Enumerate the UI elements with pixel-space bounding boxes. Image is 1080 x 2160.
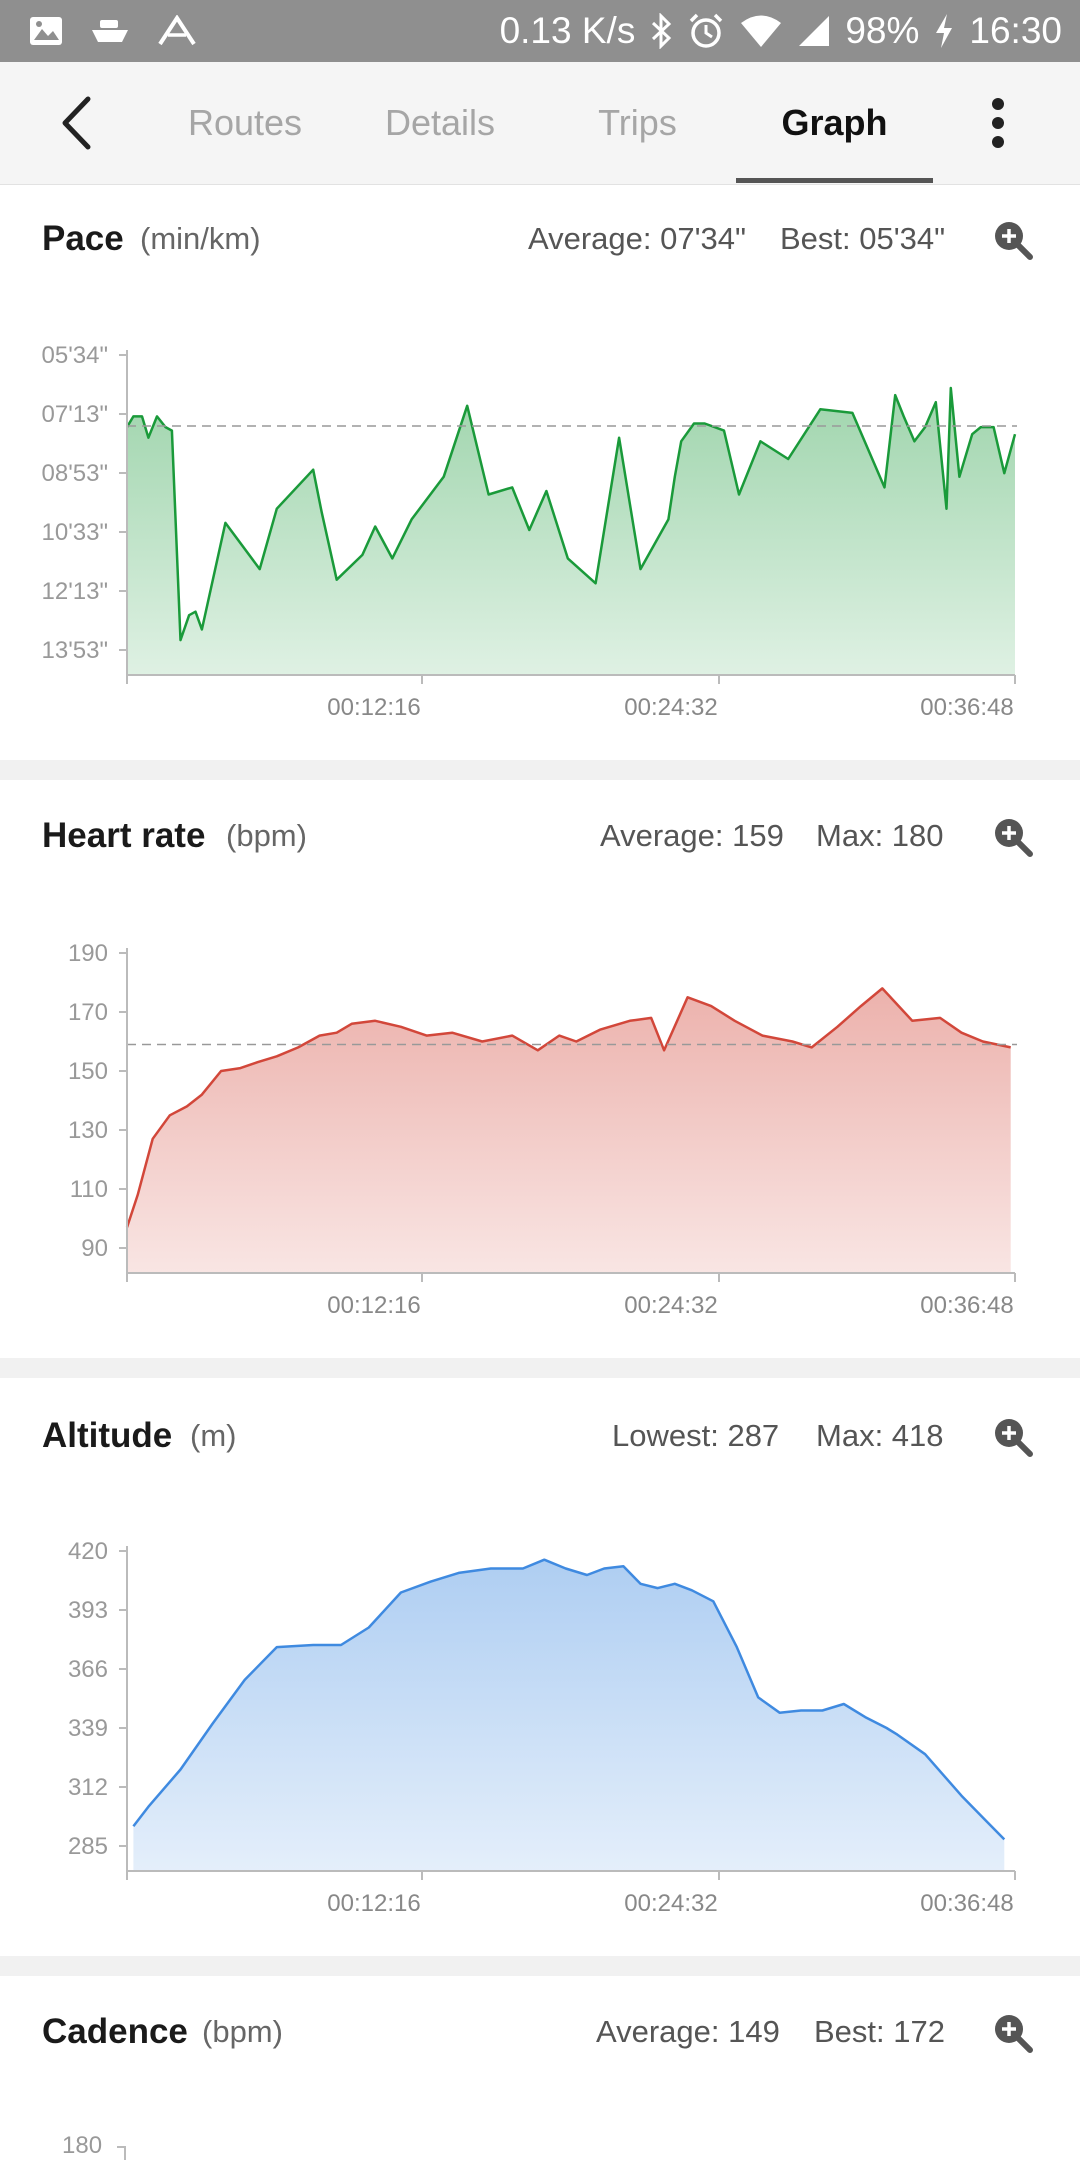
y-tick-label: 366 — [68, 1656, 108, 1683]
series-line — [125, 987, 1011, 1228]
tab-trips[interactable]: Trips — [598, 102, 677, 143]
y-tick-label: 12'13" — [42, 578, 109, 605]
pace-average: Average: 07'34" — [528, 221, 747, 256]
x-tick-label: 00:12:16 — [327, 1890, 420, 1917]
altitude-chart: 420 393 366 339 312 285 00:12:16 00:24:32 00:36:… — [68, 1538, 1016, 1917]
cadence-title: Cadence — [42, 2012, 188, 2051]
charging-icon — [936, 14, 953, 48]
active-tab-indicator — [736, 178, 933, 183]
more-options-button[interactable] — [975, 92, 1021, 154]
tab-details[interactable]: Details — [384, 102, 496, 143]
tab-graph[interactable]: Graph — [781, 102, 888, 143]
cadence-y-tick: 180 — [62, 2132, 103, 2159]
y-tick-label: 13'53" — [42, 637, 109, 664]
y-tick-label: 110 — [70, 1176, 108, 1203]
boat-icon — [92, 20, 128, 42]
pace-best: Best: 05'34" — [780, 221, 946, 256]
y-tick-label: 130 — [68, 1117, 108, 1144]
y-tick-label: 285 — [68, 1833, 108, 1860]
y-tick-label: 190 — [68, 940, 108, 967]
heart-rate-average: Average: 159 — [600, 818, 784, 853]
x-tick-label: 00:24:32 — [624, 1890, 717, 1917]
status-bar: 0.13 K/s 98% 16:30 — [0, 0, 1080, 62]
tab-routes[interactable]: Routes — [187, 102, 303, 143]
y-tick-label: 05'34" — [42, 342, 109, 369]
clock: 16:30 — [969, 10, 1062, 51]
altitude-title: Altitude — [42, 1416, 173, 1455]
cadence-average: Average: 149 — [596, 2014, 780, 2049]
cadence-y-tick-mark — [117, 2146, 125, 2148]
series-line — [125, 386, 1017, 642]
arrow-left-icon — [62, 96, 91, 150]
x-tick-label: 00:36:48 — [920, 1292, 1013, 1319]
heart-rate-max: Max: 180 — [816, 818, 944, 853]
alarm-icon — [690, 13, 723, 48]
pace-title: Pace — [42, 219, 124, 258]
altitude-unit: (m) — [190, 1418, 237, 1453]
cadence-unit: (bpm) — [202, 2014, 283, 2049]
x-tick-label: 00:36:48 — [920, 1890, 1013, 1917]
image-icon — [30, 17, 62, 45]
series-area — [127, 388, 1015, 675]
back-button[interactable] — [40, 92, 112, 154]
section-divider — [0, 760, 1080, 780]
net-speed: 0.13 K/s — [499, 10, 636, 51]
zoom-in-icon[interactable] — [990, 2010, 1034, 2054]
y-tick-label: 393 — [68, 1597, 108, 1624]
series-area — [127, 988, 1011, 1273]
zoom-in-icon[interactable] — [990, 814, 1034, 858]
pace-chart: 05'34" 07'13" 08'53" 10'33" 12'13" 13'53" 00:1… — [42, 342, 1017, 721]
bluetooth-icon — [652, 13, 672, 49]
y-tick-label: 420 — [68, 1538, 108, 1565]
y-tick-label: 07'13" — [42, 401, 109, 428]
more-vert-icon — [992, 98, 1004, 148]
cadence-section: Cadence (bpm) Average: 149 Best: 172 180 — [0, 1976, 1080, 2160]
section-divider — [0, 1956, 1080, 1976]
app-bar: Routes Details Trips Graph — [0, 62, 1080, 185]
y-tick-label: 170 — [68, 999, 108, 1026]
series-area — [133, 1559, 1005, 1871]
pace-unit: (min/km) — [140, 221, 261, 256]
altitude-max: Max: 418 — [816, 1418, 944, 1453]
x-tick-label: 00:12:16 — [327, 1292, 420, 1319]
signal-icon — [799, 16, 830, 46]
y-tick-label: 08'53" — [42, 460, 109, 487]
wifi-icon — [741, 15, 782, 47]
cadence-best: Best: 172 — [814, 2014, 945, 2049]
zoom-in-icon[interactable] — [990, 1414, 1034, 1458]
y-tick-label: 312 — [68, 1774, 108, 1801]
section-divider — [0, 1358, 1080, 1378]
zoom-in-icon[interactable] — [990, 217, 1034, 261]
x-tick-label: 00:36:48 — [920, 694, 1013, 721]
heart-rate-chart: 190 170 150 130 110 90 00:12:16 00:24:32 00:36:4… — [68, 940, 1017, 1319]
heart-rate-unit: (bpm) — [226, 818, 307, 853]
y-tick-label: 150 — [68, 1058, 108, 1085]
y-tick-label: 90 — [81, 1235, 108, 1262]
x-tick-label: 00:24:32 — [624, 694, 717, 721]
autonomous-icon — [158, 15, 196, 46]
heart-rate-title: Heart rate — [42, 816, 206, 855]
altitude-lowest: Lowest: 287 — [612, 1418, 780, 1453]
battery-percent: 98% — [845, 10, 920, 51]
y-tick-label: 10'33" — [42, 519, 109, 546]
cadence-y-axis — [124, 2146, 126, 2160]
series-line — [132, 1558, 1006, 1841]
x-tick-label: 00:24:32 — [624, 1292, 717, 1319]
y-tick-label: 339 — [68, 1715, 108, 1742]
x-tick-label: 00:12:16 — [327, 694, 420, 721]
